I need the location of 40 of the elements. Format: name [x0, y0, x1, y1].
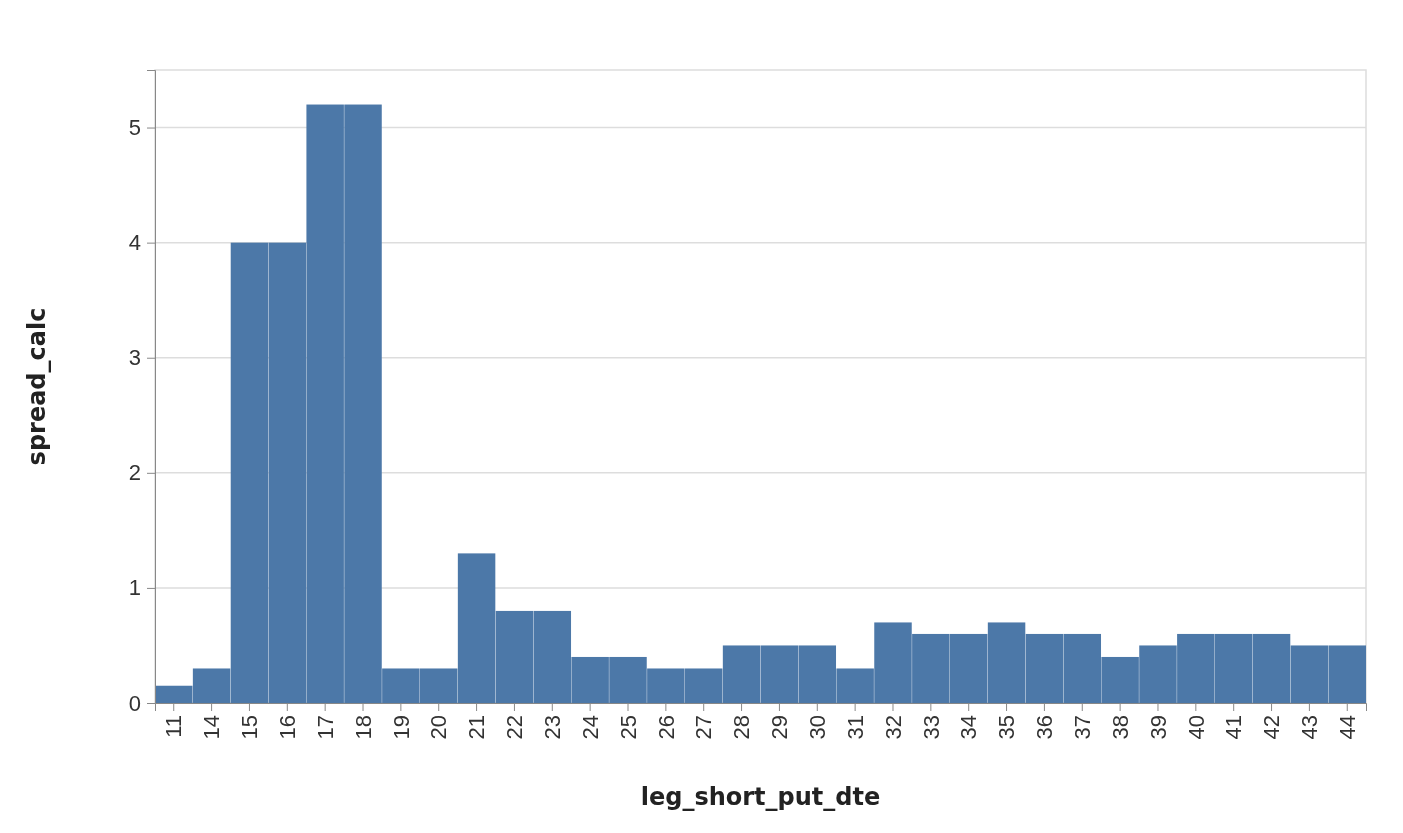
x-tick-label: 28: [729, 715, 755, 740]
x-tick-label: 16: [275, 715, 301, 740]
y-tick-label: 4: [128, 230, 141, 256]
x-tick-label: 11: [161, 715, 187, 738]
x-tick-label: 27: [691, 715, 717, 740]
x-tick-label: 23: [539, 715, 565, 740]
x-tick-label: 19: [388, 715, 414, 740]
y-tick-label: 2: [128, 460, 141, 486]
x-tick-label: 35: [994, 715, 1020, 740]
x-tick-label: 38: [1107, 715, 1133, 740]
y-tick-label: 5: [128, 115, 141, 141]
x-tick-label: 30: [804, 715, 830, 740]
x-tick-label: 41: [1221, 715, 1247, 740]
x-tick-label: 20: [426, 715, 452, 740]
x-tick-label: 42: [1259, 715, 1285, 740]
x-tick-label: 21: [464, 715, 490, 740]
x-tick-label: 40: [1183, 715, 1209, 740]
x-tick-label: 22: [502, 715, 528, 740]
x-tick-label: 14: [199, 715, 225, 740]
x-tick-label: 26: [653, 715, 679, 740]
x-tick-label: 15: [237, 715, 263, 740]
x-tick-label: 24: [577, 715, 603, 740]
x-tick-label: 32: [880, 715, 906, 740]
x-tick-label: 17: [312, 715, 338, 740]
x-axis-title: leg_short_put_dte: [640, 783, 881, 811]
x-tick-label: 36: [1032, 715, 1058, 740]
x-tick-label: 25: [615, 715, 641, 740]
x-tick-label: 31: [842, 715, 868, 740]
y-tick-label: 0: [128, 690, 141, 716]
x-tick-label: 43: [1297, 715, 1323, 740]
x-tick-label: 29: [767, 715, 793, 740]
x-tick-label: 39: [1145, 715, 1171, 740]
x-tick-label: 44: [1334, 715, 1360, 740]
y-axis-title: spread_calc: [23, 307, 51, 466]
y-tick-label: 3: [128, 345, 141, 371]
x-tick-label: 33: [918, 715, 944, 740]
x-tick-label: 34: [956, 715, 982, 740]
x-tick-label: 37: [1069, 715, 1095, 740]
x-tick-label: 18: [350, 715, 376, 740]
y-tick-label: 1: [128, 575, 141, 601]
